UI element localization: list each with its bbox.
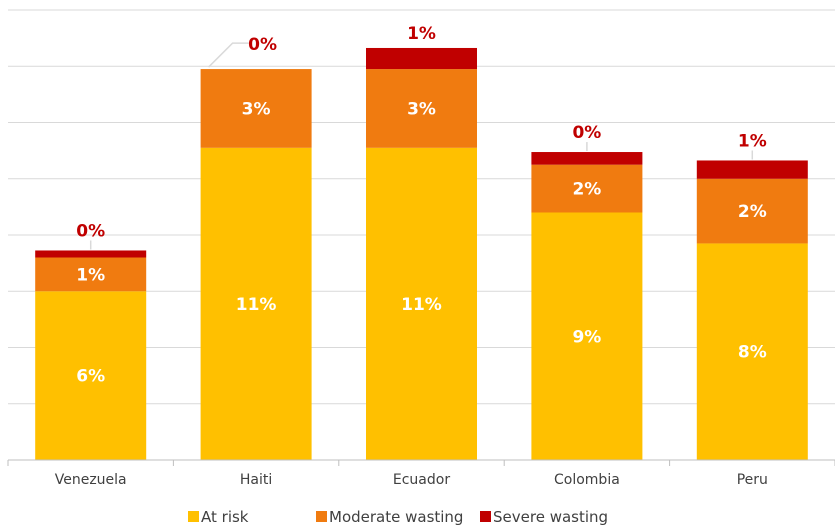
legend-swatch [188,511,199,522]
bar-segment-severe-wasting-ecuador [366,47,477,70]
data-label: 2% [738,202,767,222]
category-label: Ecuador [393,472,450,488]
bar-segment-severe-wasting-venezuela [35,250,147,258]
legend-entry: Moderate wasting [329,508,463,526]
data-label: 11% [236,295,277,315]
data-label: 2% [572,180,601,200]
data-label: 6% [76,367,105,387]
legend-entry: Severe wasting [493,508,608,526]
bar-segment-at-risk-ecuador [366,147,477,460]
x-axis: Venezuela Haiti Ecuador Colombia Peru [7,459,835,488]
data-label: 0% [248,35,277,55]
data-label: 0% [76,221,105,241]
category-label: Venezuela [55,472,127,488]
data-label: 0% [572,123,601,143]
bar-segment-moderate-wasting-ecuador [366,69,477,148]
bars: 6% 1% 0% 11% 3% 0% 11% 3% 1% 9% 2% 0% 8% 2% 1% [35,24,808,460]
bar-segment-at-risk-haiti [200,147,312,460]
data-label: 1% [738,131,767,151]
bar-segment-moderate-wasting-venezuela [35,257,147,292]
legend: At risk Moderate wasting Severe wasting [188,508,608,526]
legend-swatch [480,511,491,522]
category-label: Peru [737,472,768,488]
bar-segment-at-risk-venezuela [35,291,147,460]
category-label: Colombia [554,472,620,488]
bar-segment-moderate-wasting-colombia [531,164,643,213]
data-label: 1% [76,265,105,285]
category-label: Haiti [240,472,272,488]
data-label: 11% [401,295,442,315]
bar-segment-at-risk-peru [696,243,808,460]
data-label: 3% [407,99,436,119]
data-label: 1% [407,24,436,44]
leader-line [208,42,249,68]
bar-segment-severe-wasting-peru [696,160,808,179]
data-label: 9% [572,327,601,347]
bar-segment-severe-wasting-colombia [531,152,643,165]
bar-segment-moderate-wasting-peru [696,178,808,244]
data-label: 3% [242,99,271,119]
legend-entry: At risk [201,508,249,526]
bar-segment-at-risk-colombia [531,212,643,460]
legend-swatch [316,511,327,522]
data-label: 8% [738,343,767,363]
bar-segment-moderate-wasting-haiti [200,69,312,148]
